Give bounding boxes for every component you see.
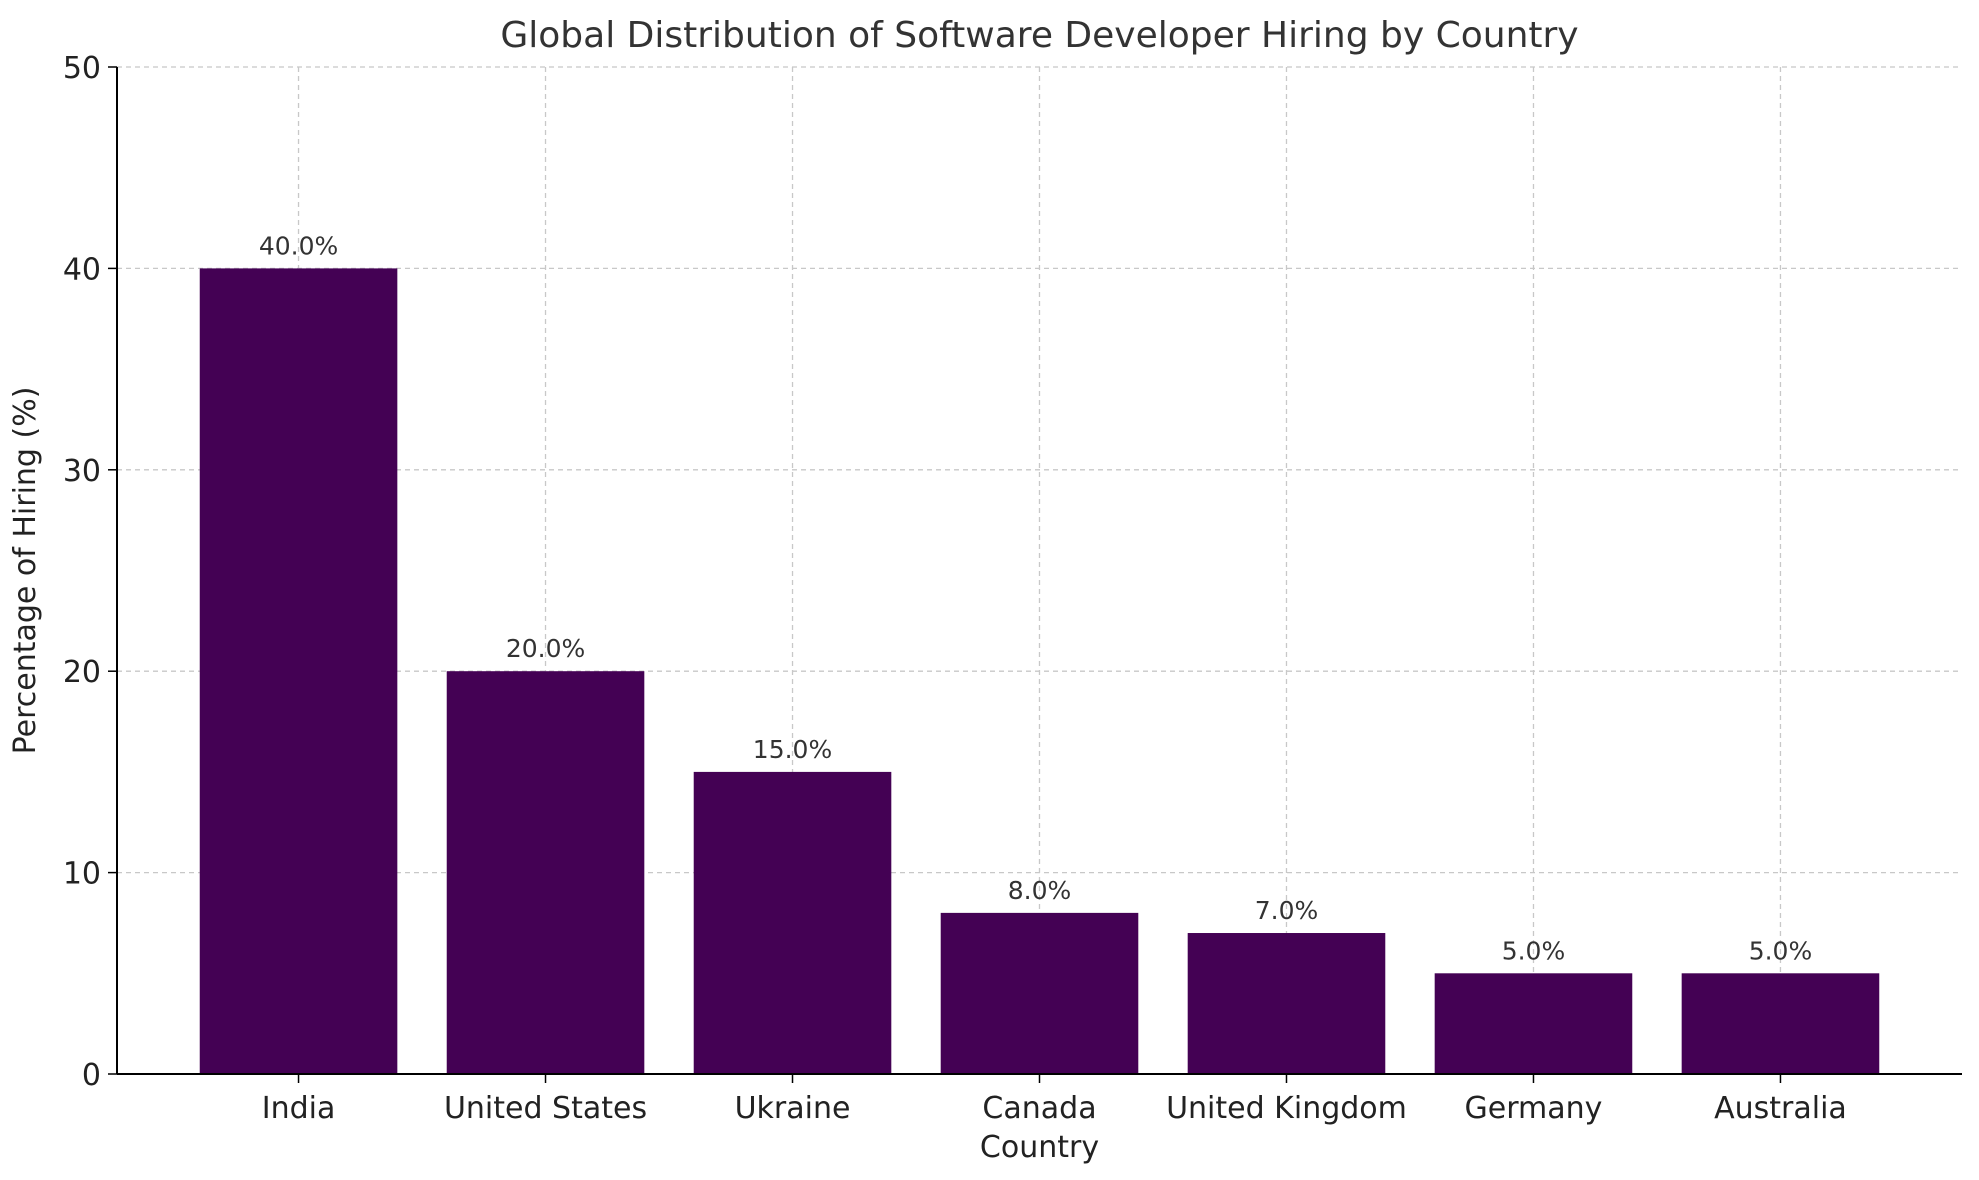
bar-ukraine — [693, 771, 892, 1074]
y-axis-title: Percentage of Hiring (%) — [8, 387, 43, 755]
x-tick-label-canada: Canada — [982, 1091, 1096, 1126]
data-label-united-states: 20.0% — [506, 634, 585, 663]
bars-layer — [199, 268, 1880, 1074]
y-tick-label-1: 10 — [63, 857, 101, 892]
x-axis-title: Country — [980, 1130, 1099, 1165]
axes-layer — [108, 66, 1962, 1083]
data-label-india: 40.0% — [259, 231, 338, 260]
y-tick-label-3: 30 — [63, 454, 101, 489]
x-tick-label-germany: Germany — [1465, 1091, 1603, 1126]
y-tick-label-4: 40 — [63, 252, 101, 287]
bar-germany — [1434, 973, 1633, 1074]
y-tick-label-2: 20 — [63, 655, 101, 690]
bar-united-kingdom — [1187, 933, 1386, 1074]
bar-canada — [940, 912, 1139, 1074]
labels-layer: 0 10 20 30 40 50 40.0% India 20.0% United States 1… — [63, 51, 1847, 1126]
data-label-united-kingdom: 7.0% — [1255, 896, 1319, 925]
data-label-germany: 5.0% — [1502, 936, 1566, 965]
data-label-canada: 8.0% — [1008, 876, 1072, 905]
data-label-australia: 5.0% — [1749, 936, 1813, 965]
x-tick-label-india: India — [262, 1091, 336, 1126]
y-tick-label-5: 50 — [63, 51, 101, 86]
y-tick-label-0: 0 — [82, 1058, 101, 1093]
x-tick-label-united-kingdom: United Kingdom — [1166, 1091, 1407, 1126]
bar-india — [199, 268, 398, 1074]
bar-australia — [1681, 973, 1880, 1074]
data-label-ukraine: 15.0% — [753, 735, 832, 764]
bar-united-states — [446, 671, 645, 1074]
x-tick-label-australia: Australia — [1714, 1091, 1847, 1126]
x-tick-label-united-states: United States — [444, 1091, 647, 1126]
chart-title: Global Distribution of Software Develope… — [500, 15, 1578, 56]
x-tick-label-ukraine: Ukraine — [735, 1091, 851, 1126]
